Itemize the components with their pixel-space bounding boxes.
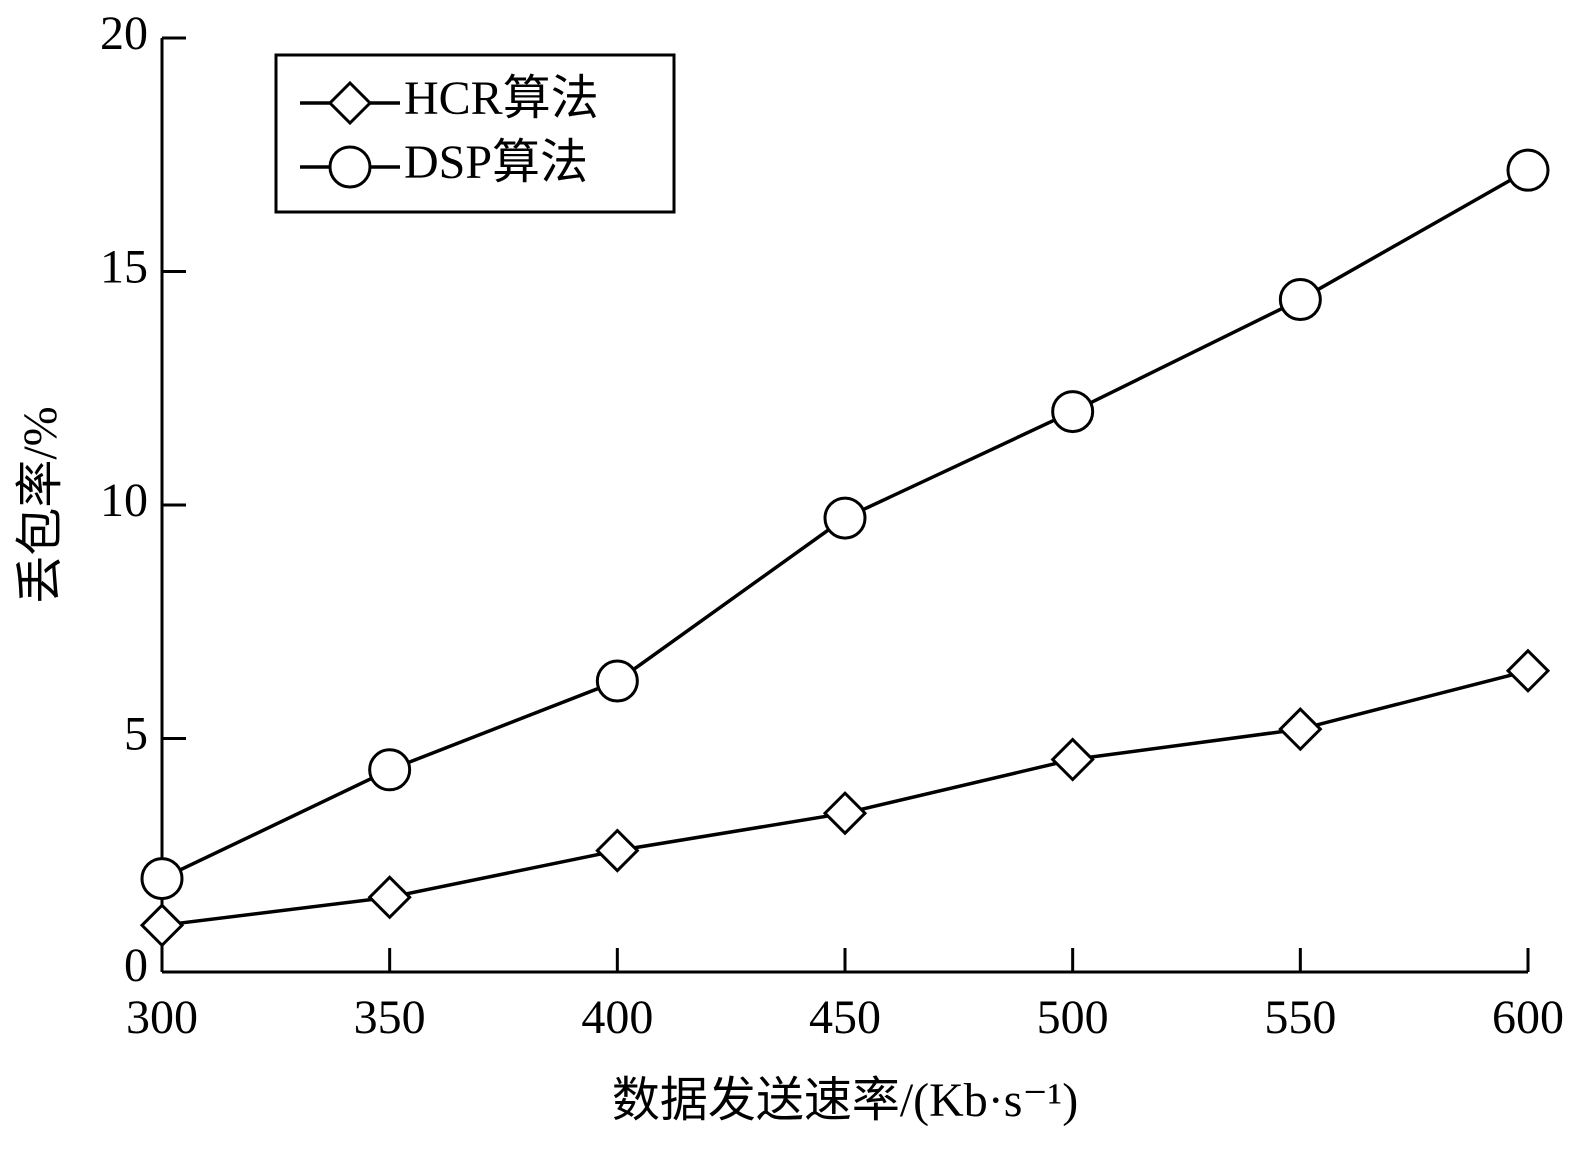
x-axis-label: 数据发送速率/(Kb·s⁻¹) [612, 1074, 1078, 1127]
x-tick-label: 400 [581, 991, 653, 1044]
data-point [368, 748, 412, 792]
data-point [1506, 148, 1550, 192]
y-tick-label: 0 [124, 939, 148, 992]
data-point [1050, 737, 1095, 782]
data-point [139, 903, 185, 948]
data-point [595, 659, 639, 703]
y-tick-label: 10 [100, 474, 148, 527]
x-tick-label: 300 [126, 991, 198, 1044]
data-point [823, 496, 867, 540]
data-point [1278, 707, 1323, 752]
y-tick-label: 5 [124, 708, 148, 761]
data-point [367, 875, 412, 920]
x-tick-label: 450 [809, 991, 881, 1044]
x-tick-label: 500 [1037, 991, 1109, 1044]
data-point [822, 791, 868, 836]
legend-label: HCR算法 [404, 72, 599, 125]
x-tick-label: 350 [354, 991, 426, 1044]
x-tick-label: 550 [1264, 991, 1336, 1044]
legend-label: DSP算法 [404, 136, 588, 189]
data-point [1505, 648, 1551, 693]
legend-marker [328, 145, 372, 189]
y-axis-label: 丢包率/% [14, 406, 67, 603]
y-tick-label: 20 [100, 7, 148, 60]
y-tick-label: 15 [100, 241, 148, 294]
data-point [1278, 278, 1322, 322]
x-tick-label: 600 [1492, 991, 1564, 1044]
legend-marker [327, 80, 373, 126]
data-point [595, 828, 640, 873]
data-point [1051, 390, 1095, 434]
data-point [140, 857, 184, 901]
